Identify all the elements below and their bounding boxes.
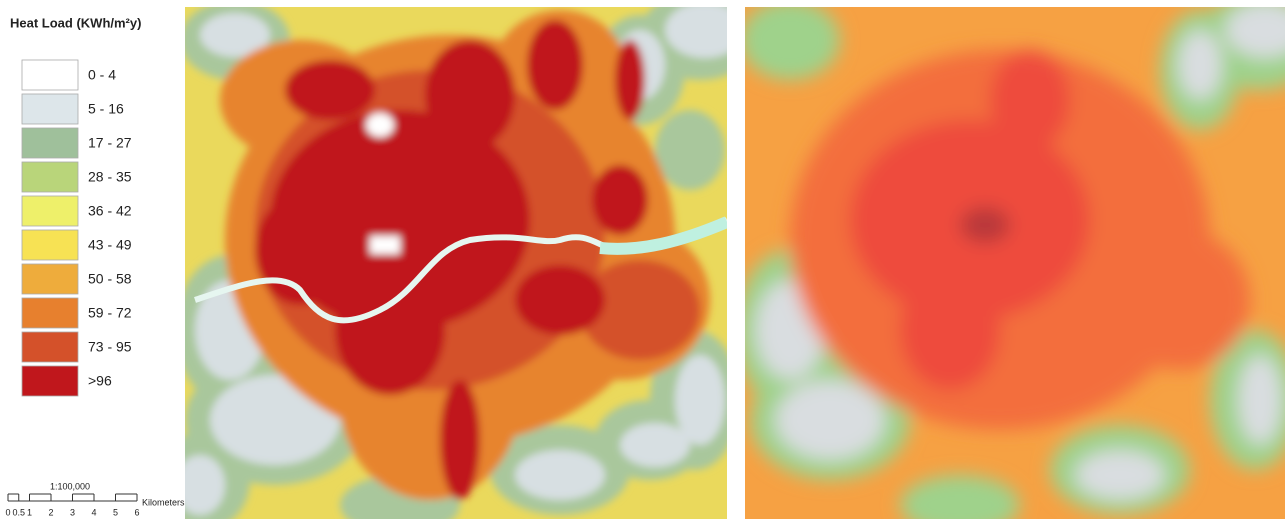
scale-label: 3 bbox=[70, 507, 75, 517]
scale-label: 6 bbox=[134, 507, 139, 517]
map-patches bbox=[160, 0, 760, 519]
legend-label: 50 - 58 bbox=[88, 271, 132, 287]
legend-swatch bbox=[22, 128, 78, 158]
scale-ratio: 1:100,000 bbox=[50, 481, 90, 491]
legend-swatch bbox=[22, 230, 78, 260]
legend-swatch bbox=[22, 60, 78, 90]
legend-label: 36 - 42 bbox=[88, 203, 132, 219]
legend-swatch bbox=[22, 162, 78, 192]
scale-label: 1 bbox=[27, 507, 32, 517]
legend-label: 28 - 35 bbox=[88, 169, 132, 185]
heat-map-classified bbox=[160, 0, 760, 519]
legend-title: Heat Load (KWh/m²y) bbox=[10, 15, 141, 30]
legend-label: >96 bbox=[88, 373, 112, 389]
legend-swatch bbox=[22, 264, 78, 294]
legend-label: 0 - 4 bbox=[88, 67, 116, 83]
scale-label: 0 bbox=[5, 507, 10, 517]
legend-swatch bbox=[22, 332, 78, 362]
legend-label: 5 - 16 bbox=[88, 101, 124, 117]
scale-label: 4 bbox=[91, 507, 96, 517]
scale-label: 5 bbox=[113, 507, 118, 517]
legend-swatch bbox=[22, 94, 78, 124]
heat-map-continuous bbox=[735, 0, 1285, 519]
scale-unit: Kilometers bbox=[142, 497, 185, 507]
legend-label: 17 - 27 bbox=[88, 135, 132, 151]
legend-swatch bbox=[22, 196, 78, 226]
legend-label: 59 - 72 bbox=[88, 305, 132, 321]
legend-swatch bbox=[22, 366, 78, 396]
legend: 0 - 4 5 - 16 17 - 27 28 - 35 36 - 42 43 - 49 5… bbox=[22, 60, 132, 396]
legend-swatch bbox=[22, 298, 78, 328]
legend-label: 43 - 49 bbox=[88, 237, 132, 253]
figure: Heat Load (KWh/m²y) 0 - 4 5 - 16 17 - 27 28… bbox=[0, 0, 1285, 519]
legend-label: 73 - 95 bbox=[88, 339, 132, 355]
page: Heat Load (KWh/m²y) 0 - 4 5 - 16 17 - 27 28… bbox=[0, 0, 1285, 519]
scale-label: 0.5 bbox=[12, 507, 25, 517]
scale-label: 2 bbox=[48, 507, 53, 517]
